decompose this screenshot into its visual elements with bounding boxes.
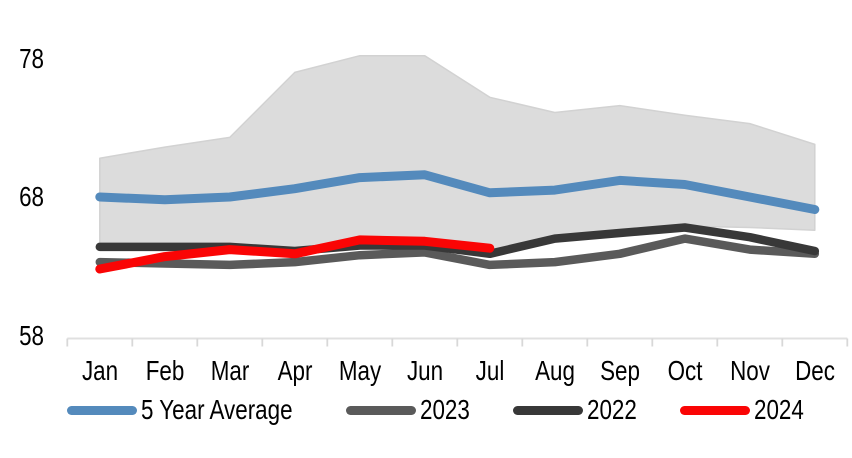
y-axis-label-68: 68 <box>19 181 44 212</box>
x-axis-label-jun: Jun <box>406 355 443 386</box>
x-axis-label-oct: Oct <box>667 355 703 386</box>
x-axis-label-jan: Jan <box>81 355 118 386</box>
x-axis-label-sep: Sep <box>599 355 640 386</box>
legend-swatch-2023 <box>346 405 416 415</box>
legend-item-2022: 2022 <box>513 394 649 425</box>
legend-swatch-2024 <box>680 405 750 415</box>
legend-swatch-5-year-average <box>67 405 137 415</box>
y-axis-label-58: 58 <box>19 319 44 351</box>
x-axis-label-aug: Aug <box>534 355 575 386</box>
legend-label-5-year-average: 5 Year Average <box>141 394 293 425</box>
legend-item-5-year-average: 5 Year Average <box>67 394 330 425</box>
x-axis-ticks <box>66 338 849 347</box>
x-axis-label-jul: Jul <box>475 355 505 386</box>
x-axis-label-feb: Feb <box>145 355 185 386</box>
x-axis-label-may: May <box>338 355 381 386</box>
legend-item-2023: 2023 <box>346 394 482 425</box>
y-axis-label-78: 78 <box>19 42 44 74</box>
series-line-5-year-average <box>95 170 820 214</box>
legend-item-2024: 2024 <box>680 394 816 425</box>
x-axis-label-nov: Nov <box>729 355 770 386</box>
x-axis-label-apr: Apr <box>277 355 313 386</box>
five-year-range-band <box>99 54 816 256</box>
series-line-2024 <box>95 235 495 274</box>
legend-label-2022: 2022 <box>587 394 637 425</box>
series-line-2023 <box>95 234 820 270</box>
legend-swatch-2022 <box>513 405 583 415</box>
legend-label-2023: 2023 <box>420 394 470 425</box>
legend-label-2024: 2024 <box>754 394 804 425</box>
x-axis-label-mar: Mar <box>210 355 250 386</box>
x-axis-label-dec: Dec <box>794 355 835 386</box>
